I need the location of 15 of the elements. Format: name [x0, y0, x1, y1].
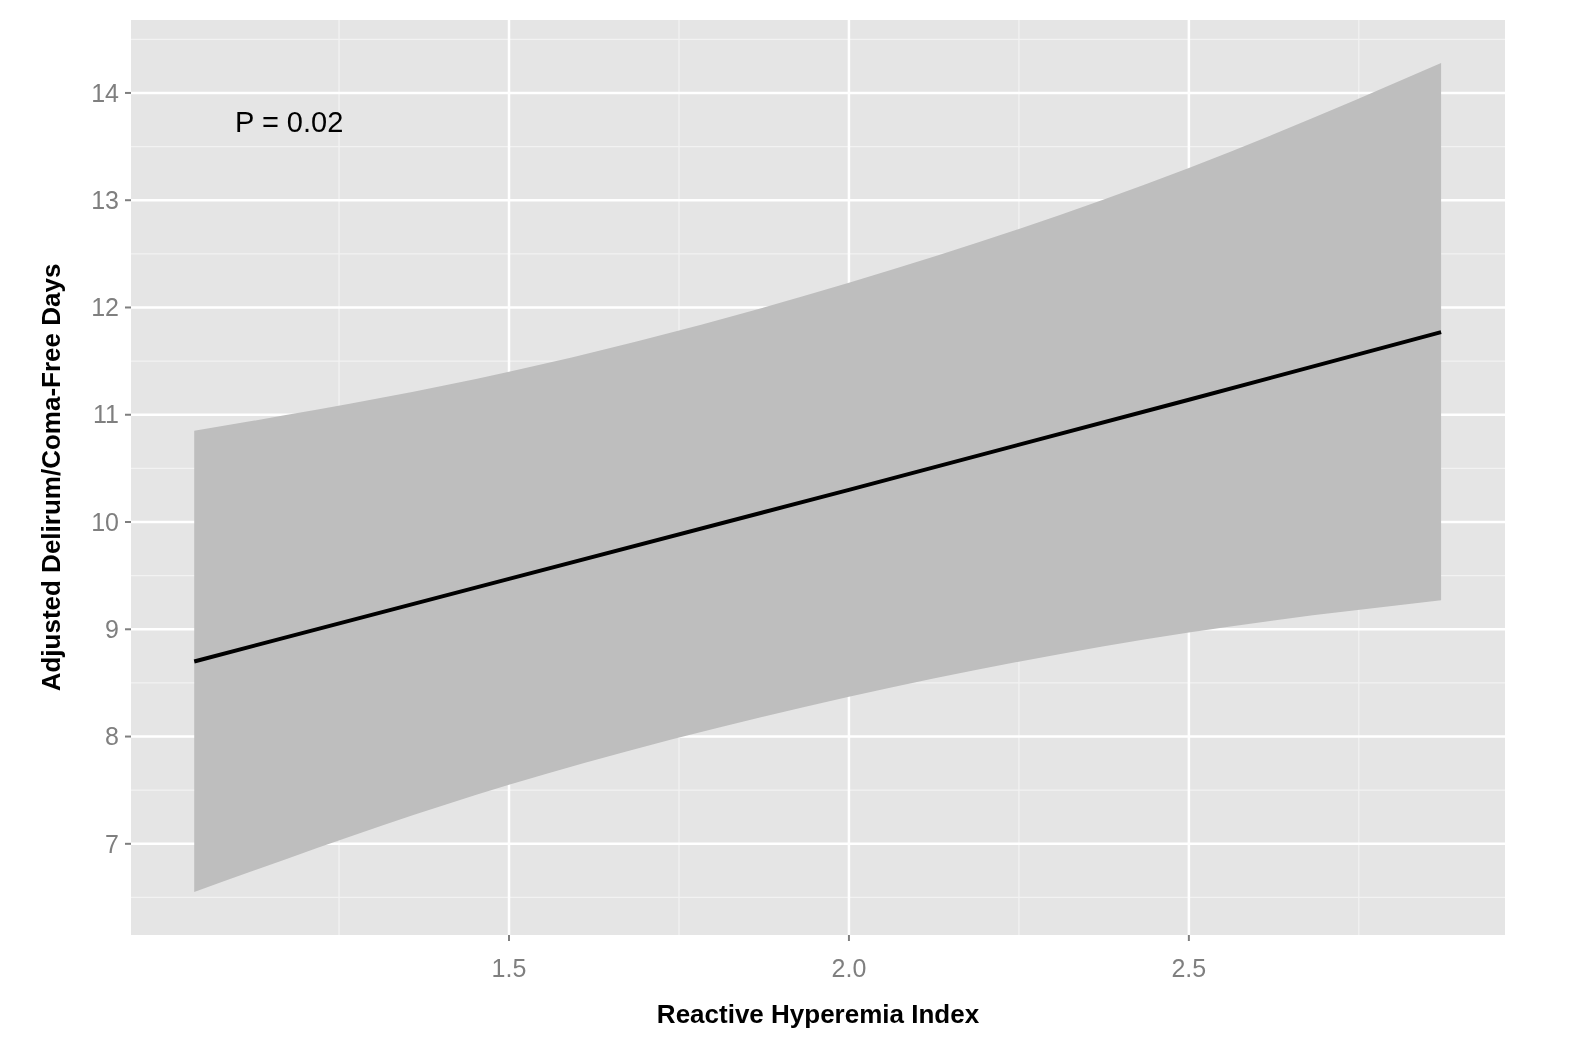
y-tick-label: 10	[91, 507, 119, 536]
y-tick-label: 13	[91, 185, 119, 214]
y-tick-label: 8	[105, 722, 119, 751]
y-tick-label: 9	[105, 615, 119, 644]
y-tick-label: 11	[93, 400, 119, 429]
x-axis-title: Reactive Hyperemia Index	[656, 999, 980, 1029]
line-series	[192, 330, 1444, 664]
y-tick-label: 7	[105, 829, 119, 858]
x-tick-label: 1.5	[491, 954, 527, 982]
y-axis-title: Adjusted Delirum/Coma-Free Days	[36, 263, 66, 692]
annotation: P = 0.02	[235, 106, 344, 138]
x-tick-label: 2.0	[831, 954, 867, 982]
y-tick-label: 14	[91, 78, 120, 107]
y-tick-label: 12	[91, 293, 119, 322]
x-tick-label: 2.5	[1171, 954, 1207, 982]
